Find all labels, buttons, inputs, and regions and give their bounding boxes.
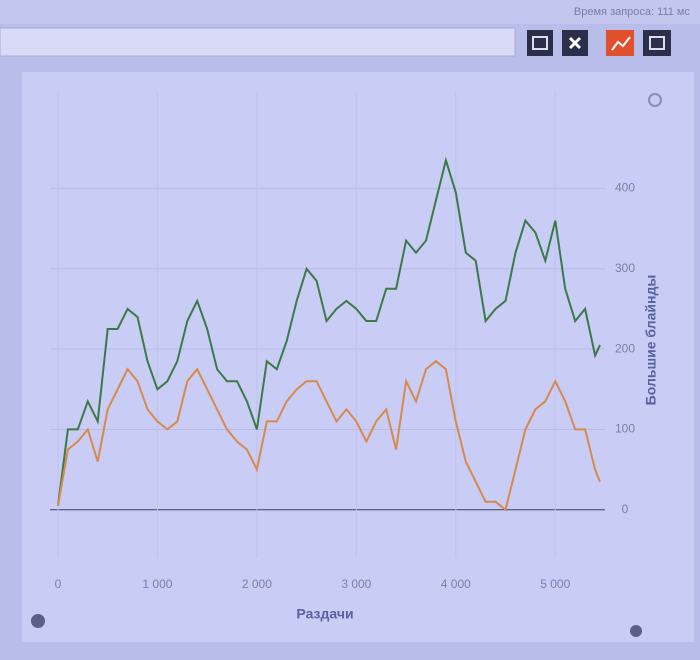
close-icon (568, 36, 582, 50)
y-tick-label: 200 (615, 341, 635, 355)
x-tick-label: 4 000 (441, 577, 471, 591)
top-bar (0, 0, 700, 24)
x-tick-label: 3 000 (341, 577, 371, 591)
chart-panel (22, 72, 694, 642)
series-line (57, 156, 601, 506)
series-line (57, 359, 601, 512)
y-axis-title: Большие блайнды (643, 275, 659, 406)
y-tick-label: 100 (615, 422, 635, 436)
request-time: Время запроса: 111 мс (574, 6, 691, 18)
chart-icon (611, 36, 631, 51)
layout-icon (649, 36, 665, 50)
save-icon (532, 36, 548, 50)
x-tick-label: 1 000 (142, 577, 172, 591)
x-tick-label: 5 000 (540, 577, 570, 591)
layout-button[interactable] (643, 30, 671, 56)
zoom-icon[interactable] (648, 93, 662, 107)
x-tick-label: 2 000 (242, 577, 272, 591)
y-tick-label: 400 (615, 181, 635, 195)
info-icon[interactable] (630, 625, 642, 637)
y-tick-label: 300 (615, 261, 635, 275)
save-button[interactable] (527, 30, 553, 56)
search-input[interactable] (0, 27, 516, 57)
settings-icon[interactable] (31, 614, 45, 628)
y-tick-label: 0 (622, 502, 629, 516)
x-axis-title: Раздачи (296, 606, 353, 622)
x-tick-label: 0 (55, 577, 62, 591)
